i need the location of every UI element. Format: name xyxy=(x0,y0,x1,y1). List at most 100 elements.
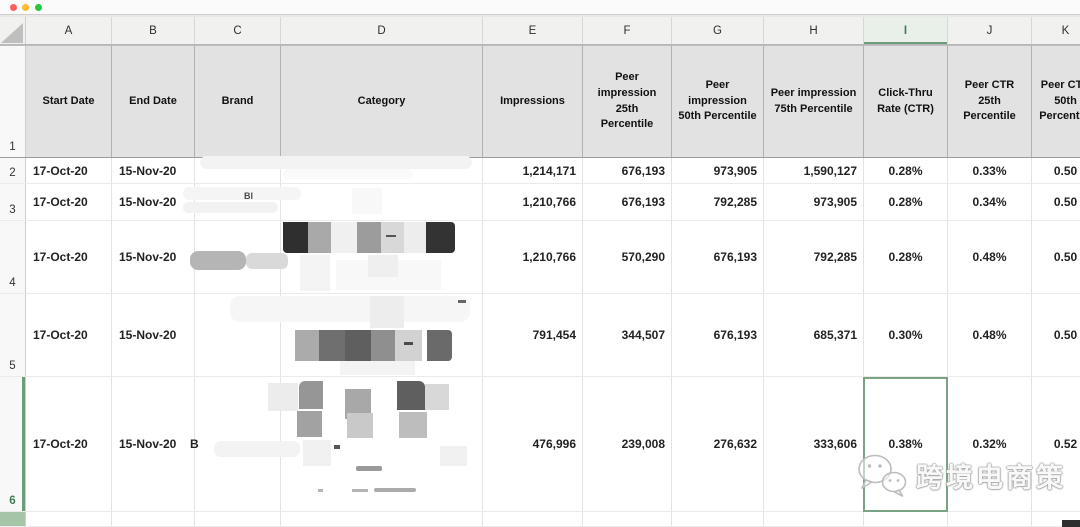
cell-k5[interactable]: 0.50 xyxy=(1032,294,1080,376)
row-header-7[interactable] xyxy=(0,512,26,526)
column-header-k[interactable]: K xyxy=(1032,17,1080,44)
row-header-3[interactable]: 3 xyxy=(0,184,26,220)
cell-d1[interactable]: Category xyxy=(281,46,483,157)
row-header-1[interactable]: 1 xyxy=(0,46,26,157)
cell-b3[interactable]: 15-Nov-20 xyxy=(112,184,195,220)
cell-g5[interactable]: 676,193 xyxy=(672,294,764,376)
cell-i7[interactable] xyxy=(864,512,948,526)
cell-j3[interactable]: 0.34% xyxy=(948,184,1032,220)
cell-f4[interactable]: 570,290 xyxy=(583,221,672,293)
column-header-c[interactable]: C xyxy=(195,17,281,44)
cell-f2[interactable]: 676,193 xyxy=(583,158,672,183)
cell-i4[interactable]: 0.28% xyxy=(864,221,948,293)
row-header-5[interactable]: 5 xyxy=(0,294,26,376)
cell-a6[interactable]: 17-Oct-20 xyxy=(26,377,112,511)
cell-k6[interactable]: 0.52 xyxy=(1032,377,1080,511)
cell-d5-redacted[interactable] xyxy=(281,294,483,376)
cell-k7[interactable] xyxy=(1032,512,1080,526)
cell-e6[interactable]: 476,996 xyxy=(483,377,583,511)
cell-k3[interactable]: 0.50 xyxy=(1032,184,1080,220)
cell-c1[interactable]: Brand xyxy=(195,46,281,157)
column-header-h[interactable]: H xyxy=(764,17,864,44)
column-header-j[interactable]: J xyxy=(948,17,1032,44)
cell-i2[interactable]: 0.28% xyxy=(864,158,948,183)
cell-a7[interactable] xyxy=(26,512,112,526)
cell-j4[interactable]: 0.48% xyxy=(948,221,1032,293)
cell-b1[interactable]: End Date xyxy=(112,46,195,157)
close-button[interactable] xyxy=(10,4,17,11)
cell-e3[interactable]: 1,210,766 xyxy=(483,184,583,220)
cell-f5[interactable]: 344,507 xyxy=(583,294,672,376)
cell-e2[interactable]: 1,214,171 xyxy=(483,158,583,183)
cell-g2[interactable]: 973,905 xyxy=(672,158,764,183)
cell-a2[interactable]: 17-Oct-20 xyxy=(26,158,112,183)
cell-i6-active[interactable]: 0.38% xyxy=(864,377,948,511)
cell-c2-redacted[interactable] xyxy=(195,158,281,183)
cell-g3[interactable]: 792,285 xyxy=(672,184,764,220)
column-header-a[interactable]: A xyxy=(26,17,112,44)
cell-b5[interactable]: 15-Nov-20 xyxy=(112,294,195,376)
cell-j6[interactable]: 0.32% xyxy=(948,377,1032,511)
cell-g1[interactable]: Peer impression 50th Percentile xyxy=(672,46,764,157)
cell-j2[interactable]: 0.33% xyxy=(948,158,1032,183)
cell-d6-redacted[interactable] xyxy=(281,377,483,511)
cell-d4-redacted[interactable] xyxy=(281,221,483,293)
cell-k4[interactable]: 0.50 xyxy=(1032,221,1080,293)
cell-b2[interactable]: 15-Nov-20 xyxy=(112,158,195,183)
cell-c6-redacted[interactable] xyxy=(195,377,281,511)
cell-a3[interactable]: 17-Oct-20 xyxy=(26,184,112,220)
cell-j1[interactable]: Peer CTR 25th Percentile xyxy=(948,46,1032,157)
cell-c3-redacted[interactable] xyxy=(195,184,281,220)
cell-e1[interactable]: Impressions xyxy=(483,46,583,157)
cell-e5[interactable]: 791,454 xyxy=(483,294,583,376)
cell-f6[interactable]: 239,008 xyxy=(583,377,672,511)
cell-i3[interactable]: 0.28% xyxy=(864,184,948,220)
cell-f7[interactable] xyxy=(583,512,672,526)
cell-d7[interactable] xyxy=(281,512,483,526)
cell-g4[interactable]: 676,193 xyxy=(672,221,764,293)
cell-j7[interactable] xyxy=(948,512,1032,526)
cell-h2[interactable]: 1,590,127 xyxy=(764,158,864,183)
cell-h6[interactable]: 333,606 xyxy=(764,377,864,511)
cell-h3[interactable]: 973,905 xyxy=(764,184,864,220)
cell-a5[interactable]: 17-Oct-20 xyxy=(26,294,112,376)
minimize-button[interactable] xyxy=(22,4,29,11)
maximize-button[interactable] xyxy=(35,4,42,11)
row-header-2[interactable]: 2 xyxy=(0,158,26,183)
column-header-i-selected[interactable]: I xyxy=(864,17,948,44)
column-header-g[interactable]: G xyxy=(672,17,764,44)
cell-c7[interactable] xyxy=(195,512,281,526)
cell-b7[interactable] xyxy=(112,512,195,526)
cell-b6[interactable]: 15-Nov-20 xyxy=(112,377,195,511)
row-header-4[interactable]: 4 xyxy=(0,221,26,293)
column-header-d[interactable]: D xyxy=(281,17,483,44)
cell-e7[interactable] xyxy=(483,512,583,526)
row-header-6-selected[interactable]: 6 xyxy=(0,377,26,511)
select-all-corner[interactable] xyxy=(0,17,26,44)
cell-a1[interactable]: Start Date xyxy=(26,46,112,157)
cell-b4[interactable]: 15-Nov-20 xyxy=(112,221,195,293)
cell-d2-redacted[interactable] xyxy=(281,158,483,183)
cell-d3-redacted[interactable] xyxy=(281,184,483,220)
column-header-e[interactable]: E xyxy=(483,17,583,44)
cell-i5[interactable]: 0.30% xyxy=(864,294,948,376)
cell-g6[interactable]: 276,632 xyxy=(672,377,764,511)
column-header-f[interactable]: F xyxy=(583,17,672,44)
cell-k2[interactable]: 0.50 xyxy=(1032,158,1080,183)
cell-f1[interactable]: Peer impression 25th Percentile xyxy=(583,46,672,157)
cell-h5[interactable]: 685,371 xyxy=(764,294,864,376)
cell-c5-redacted[interactable] xyxy=(195,294,281,376)
column-header-b[interactable]: B xyxy=(112,17,195,44)
cell-h4[interactable]: 792,285 xyxy=(764,221,864,293)
cell-f3[interactable]: 676,193 xyxy=(583,184,672,220)
cell-e4[interactable]: 1,210,766 xyxy=(483,221,583,293)
cell-h7[interactable] xyxy=(764,512,864,526)
cell-h1[interactable]: Peer impression 75th Percentile xyxy=(764,46,864,157)
cell-i1[interactable]: Click-Thru Rate (CTR) xyxy=(864,46,948,157)
cell-a4[interactable]: 17-Oct-20 xyxy=(26,221,112,293)
cell-c4-redacted[interactable] xyxy=(195,221,281,293)
cell-j5[interactable]: 0.48% xyxy=(948,294,1032,376)
cell-k1[interactable]: Peer CTR 50th Percentile xyxy=(1032,46,1080,157)
cell-g7[interactable] xyxy=(672,512,764,526)
